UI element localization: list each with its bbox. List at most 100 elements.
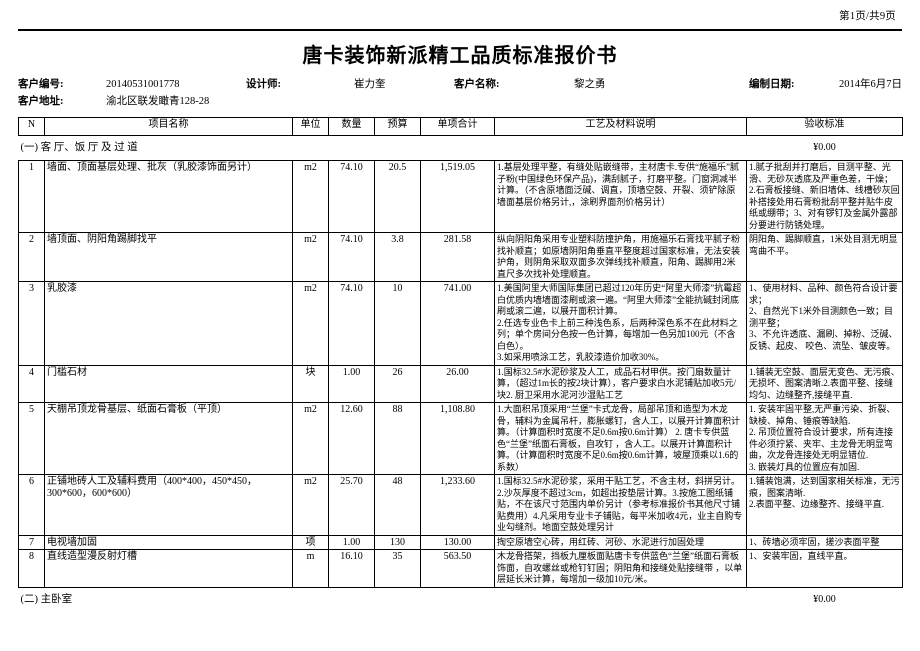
- table-row: 7 电视墙加固项 1.00 130 130.00 掏空原墙空心砖，用红砖、河砂、水泥进行加…: [18, 534, 903, 550]
- row-unit: m: [292, 549, 329, 588]
- row-description: 木龙骨搭架，挡板九厘板面贴唐卡专供蓝色“兰堡”纸面石膏板饰面，自攻螺丝或枪钉钉固…: [494, 549, 747, 588]
- row-description: 1.美国阿里大师国际集团已超过120年历史“阿里大师漆”抗霉超白优质内墙墙面漆刷…: [494, 281, 747, 366]
- row-unit: m2: [292, 474, 329, 536]
- row-budget: 48: [374, 474, 421, 536]
- row-subtotal: 281.58: [420, 232, 495, 282]
- row-budget: 3.8: [374, 232, 421, 282]
- table-row: 3 乳胶漆 m2 74.10 10 741.00 1.美国阿里大师国际集团已超过120年历史…: [18, 281, 903, 366]
- row-subtotal: 1,108.80: [420, 402, 495, 475]
- row-number: 5: [18, 402, 45, 475]
- row-acceptance: 1、砖墙必须牢固，搓沙表面平整: [746, 534, 903, 550]
- row-unit: 项: [292, 534, 329, 550]
- row-item-name: 墙面、顶面基层处理、批灰（乳胶漆饰面另计）: [44, 160, 293, 233]
- section-one-label: (一) 客 厅、饭 厅 及 过 道: [20, 142, 138, 154]
- date-label: 编制日期:: [749, 79, 795, 90]
- document-meta: 客户编号: 20140531001778 设计师: 崔力奎 客户名称: 黎之勇 …: [18, 76, 902, 110]
- meta-row-2: 客户地址: 渝北区联发瞰青128-28: [18, 93, 902, 110]
- row-unit: m2: [292, 281, 329, 366]
- customer-name-value: 黎之勇: [574, 79, 606, 90]
- row-number: 2: [18, 232, 45, 282]
- row-unit: m2: [292, 232, 329, 282]
- quotation-table: N 项目名称 单位 数量 预算 单项合计 工艺及材料说明 验收标准 (一) 客 …: [18, 117, 903, 612]
- table-row: 2 墙顶面、阴阳角踢脚找平 m2 74.10 3.8 281.58 纵向阴阳角采用专业塑料防…: [18, 232, 903, 282]
- row-acceptance: 阴阳角、踢脚顺直，1米处目测无明显弯曲不平。: [746, 232, 903, 282]
- table-rows-body: 1 墙面、顶面基层处理、批灰（乳胶漆饰面另计） m2 74.10 20.5 1,519.0…: [18, 160, 903, 588]
- row-subtotal: 130.00: [420, 534, 495, 550]
- header-sum: 单项合计: [420, 117, 495, 136]
- row-quantity: 74.10: [328, 232, 375, 282]
- row-unit: m2: [292, 160, 329, 233]
- row-description: 纵向阴阳角采用专业塑料防撞护角，用施福乐石膏找平腻子粉找补顺直；如原墙阴阳角垂直…: [494, 232, 747, 282]
- row-acceptance: 1.腻子批刮并打磨后，目测平整、光滑、无砂灰透底及严重色差，干燥； 2.石膏板接…: [746, 160, 903, 233]
- table-header-row: N 项目名称 单位 数量 预算 单项合计 工艺及材料说明 验收标准: [18, 117, 903, 136]
- row-subtotal: 563.50: [420, 549, 495, 588]
- row-number: 6: [18, 474, 45, 536]
- meta-row-1: 客户编号: 20140531001778 设计师: 崔力奎 客户名称: 黎之勇 …: [18, 76, 902, 93]
- page-number: 第1页/共9页: [839, 11, 896, 22]
- row-number: 4: [18, 364, 45, 403]
- row-quantity: 74.10: [328, 281, 375, 366]
- customer-no-label: 客户编号:: [18, 79, 64, 90]
- header-name: 项目名称: [44, 117, 293, 136]
- section-two-total-blank: [495, 587, 747, 612]
- row-unit: m2: [292, 402, 329, 475]
- row-budget: 10: [374, 281, 421, 366]
- row-unit: 块: [292, 364, 329, 403]
- row-acceptance: 1.铺装饱满，达到国家相关标准，无污痕，图案清晰. 2.表面平整、边缘整齐、接缝…: [746, 474, 903, 536]
- table-body: (一) 客 厅、饭 厅 及 过 道 ¥0.00: [19, 136, 903, 161]
- section-two-label: (二) 主卧室: [20, 593, 73, 605]
- row-budget: 20.5: [374, 160, 421, 233]
- row-quantity: 25.70: [328, 474, 375, 536]
- section-row-one: (一) 客 厅、饭 厅 及 过 道 ¥0.00: [19, 136, 903, 161]
- document-title: 唐卡装饰新派精工品质标准报价书: [302, 45, 618, 67]
- row-item-name: 正铺地砖人工及辅料费用（400*400，450*450，300*600，600*…: [44, 474, 293, 536]
- section-one-total-blank: [495, 136, 747, 161]
- row-number: 1: [18, 160, 45, 233]
- row-description: 1.大面积吊顶采用“兰堡”卡式龙骨，局部吊顶和造型为木龙骨，辅料为金属吊杆，膨胀…: [494, 402, 747, 475]
- row-description: 掏空原墙空心砖，用红砖、河砂、水泥进行加固处理: [494, 534, 747, 550]
- customer-no-value: 20140531001778: [106, 79, 180, 90]
- header-unit: 单位: [292, 117, 329, 136]
- customer-name-label: 客户名称:: [454, 79, 500, 90]
- row-item-name: 乳胶漆: [44, 281, 293, 366]
- row-quantity: 16.10: [328, 549, 375, 588]
- row-budget: 26: [374, 364, 421, 403]
- row-acceptance: 1. 安装牢固平整,无严重污染、折裂、缺棱、掉角、锤痕等缺陷. 2. 吊顶位置符…: [746, 402, 903, 475]
- header-budget: 预算: [374, 117, 421, 136]
- table-row: 1 墙面、顶面基层处理、批灰（乳胶漆饰面另计） m2 74.10 20.5 1,519.0…: [18, 160, 903, 233]
- row-acceptance: 1、使用材料、品种、颜色符合设计要求； 2、自然光下1米外目测颜色一致；目测平整…: [746, 281, 903, 366]
- row-subtotal: 741.00: [420, 281, 495, 366]
- row-quantity: 1.00: [328, 364, 375, 403]
- header-qty: 数量: [328, 117, 375, 136]
- row-quantity: 12.60: [328, 402, 375, 475]
- row-item-name: 墙顶面、阴阳角踢脚找平: [44, 232, 293, 282]
- row-budget: 88: [374, 402, 421, 475]
- table-row: 4 门槛石材块 1.00 26 26.00 1.国标32.5#水泥砂浆及人工，成品石材甲供…: [18, 364, 903, 403]
- header-desc: 工艺及材料说明: [494, 117, 747, 136]
- designer-label: 设计师:: [246, 79, 281, 90]
- row-description: 1.国标32.5#水泥砂浆，采用干贴工艺，不含主材，斜拼另计。2.沙灰厚度不超过…: [494, 474, 747, 536]
- row-item-name: 门槛石材: [44, 364, 293, 403]
- designer-value: 崔力奎: [354, 79, 386, 90]
- row-item-name: 天棚吊顶龙骨基层、纸面石膏板（平顶）: [44, 402, 293, 475]
- header-divider: [18, 29, 902, 31]
- row-description: 1.基层处理平整，有缝处贴嵌缝带，主材唐卡.专供“施福乐”腻子粉(中国绿色环保产…: [494, 160, 747, 233]
- row-quantity: 1.00: [328, 534, 375, 550]
- table-row: 8 直线造型漫反射灯槽 m 16.10 35 563.50 木龙骨搭架，挡板九厘板面贴唐卡专…: [18, 549, 903, 588]
- row-item-name: 直线造型漫反射灯槽: [44, 549, 293, 588]
- header-acceptance: 验收标准: [746, 117, 903, 136]
- row-description: 1.国标32.5#水泥砂浆及人工，成品石材甲供。按门扇数量计算，（超过1m长的按…: [494, 364, 747, 403]
- table-header: N 项目名称 单位 数量 预算 单项合计 工艺及材料说明 验收标准: [18, 117, 903, 136]
- row-number: 8: [18, 549, 45, 588]
- table-footer-body: (二) 主卧室 ¥0.00: [19, 587, 903, 612]
- row-budget: 130: [374, 534, 421, 550]
- address-value: 渝北区联发瞰青128-28: [106, 96, 210, 107]
- row-number: 3: [18, 281, 45, 366]
- row-acceptance: 1、安装牢固，直线平直。: [746, 549, 903, 588]
- row-quantity: 74.10: [328, 160, 375, 233]
- row-budget: 35: [374, 549, 421, 588]
- address-label: 客户地址:: [18, 96, 64, 107]
- row-acceptance: 1.铺装无空鼓、面层无变色、无污痕、无损坏、图案清晰.2.表面平整、接缝均匀、边…: [746, 364, 903, 403]
- row-item-name: 电视墙加固: [44, 534, 293, 550]
